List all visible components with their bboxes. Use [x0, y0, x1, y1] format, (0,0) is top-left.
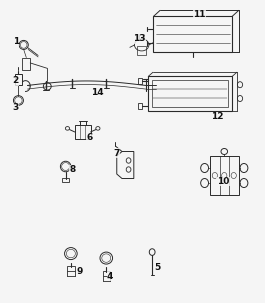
Bar	[152, 80, 228, 107]
Text: 6: 6	[86, 134, 92, 142]
Bar	[67, 266, 74, 271]
Text: 8: 8	[69, 165, 75, 174]
Text: 13: 13	[133, 35, 145, 43]
Text: 5: 5	[154, 263, 161, 271]
Bar	[138, 78, 142, 84]
Bar	[22, 58, 30, 70]
Text: 10: 10	[217, 177, 229, 186]
Text: 11: 11	[193, 10, 206, 19]
Bar	[153, 16, 232, 52]
Text: 14: 14	[91, 88, 103, 98]
Bar	[103, 271, 110, 276]
Text: 4: 4	[107, 271, 113, 281]
Bar	[63, 178, 69, 182]
Text: 12: 12	[211, 112, 224, 122]
Text: 7: 7	[114, 148, 120, 158]
Text: 9: 9	[77, 267, 83, 276]
Bar	[137, 46, 146, 55]
Text: 2: 2	[13, 76, 19, 85]
Bar	[148, 76, 232, 111]
Bar	[210, 156, 239, 195]
Text: 3: 3	[13, 103, 19, 112]
Bar	[138, 103, 142, 109]
Bar	[15, 74, 21, 85]
Bar	[75, 125, 91, 139]
Text: 1: 1	[13, 37, 19, 46]
